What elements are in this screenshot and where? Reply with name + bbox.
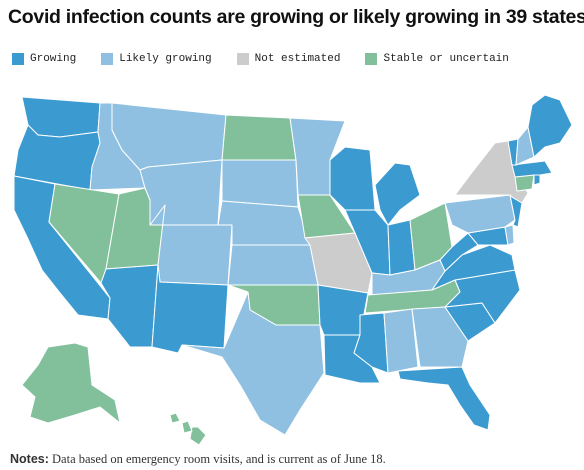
legend-item-likely-growing: Likely growing: [101, 53, 212, 65]
state-pennsylvania: Pennsylvania: [444, 194, 516, 234]
legend-swatch-stable: [365, 53, 378, 65]
state-alaska: Alaska: [21, 342, 121, 424]
state-michigan: Michigan: [374, 162, 421, 226]
legend: Growing Likely growing Not estimated Sta…: [12, 53, 509, 65]
state-hawaii: Hawaii: [169, 412, 207, 445]
state-arizona: Arizona: [100, 264, 159, 348]
legend-item-stable: Stable or uncertain: [365, 53, 509, 65]
state-south-dakota: South Dakota: [221, 159, 299, 208]
legend-swatch-not-estimated: [236, 53, 249, 65]
state-delaware: Delaware: [504, 224, 515, 246]
state-kansas: Kansas: [227, 244, 319, 286]
notes-label: Notes:: [10, 452, 49, 466]
state-connecticut: Connecticut: [514, 174, 535, 192]
state-wisconsin: Wisconsin: [329, 146, 376, 211]
legend-label-growing: Growing: [30, 53, 77, 65]
state-nebraska: Nebraska: [217, 200, 311, 246]
legend-label-not-estimated: Not estimated: [254, 53, 341, 65]
legend-item-not-estimated: Not estimated: [236, 53, 341, 65]
us-map-svg: WashingtonOregonCaliforniaIdahoNevadaUta…: [13, 94, 573, 445]
state-massachusetts: Massachusetts: [511, 160, 553, 178]
state-florida: Florida: [397, 366, 491, 431]
us-map: WashingtonOregonCaliforniaIdahoNevadaUta…: [0, 85, 584, 445]
legend-swatch-likely-growing: [101, 53, 114, 65]
legend-label-likely-growing: Likely growing: [119, 53, 212, 65]
notes: Notes: Data based on emergency room visi…: [10, 452, 386, 467]
state-texas: Texas: [181, 291, 325, 436]
state-alabama: Alabama: [383, 308, 419, 374]
legend-swatch-growing: [12, 53, 24, 65]
state-north-carolina: North Carolina: [444, 269, 521, 324]
state-wyoming: Wyoming: [139, 159, 223, 226]
notes-text: Data based on emergency room visits, and…: [52, 452, 386, 466]
state-maine: Maine: [527, 94, 573, 158]
state-georgia: Georgia: [411, 306, 469, 368]
state-north-dakota: North Dakota: [221, 114, 297, 161]
legend-label-stable: Stable or uncertain: [383, 53, 509, 65]
state-rhode-island: Rhode Island: [533, 174, 541, 186]
legend-item-growing: Growing: [12, 53, 76, 65]
chart-title: Covid infection counts are growing or li…: [8, 6, 584, 28]
